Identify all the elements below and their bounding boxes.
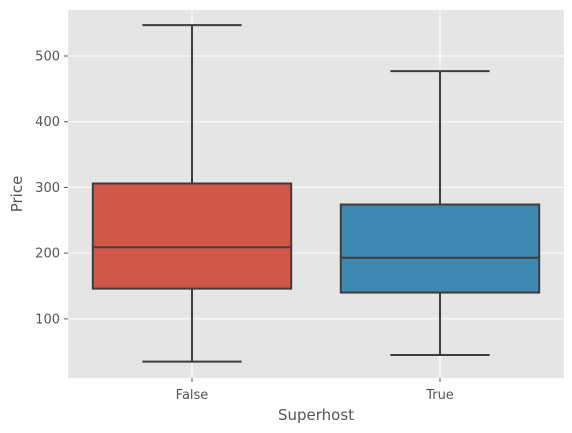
y-axis: 100 200 300 400 500 [35,50,68,327]
iqr-box [91,182,293,290]
box-false [91,24,293,363]
boxes-layer [91,24,541,363]
y-tick-label: 500 [35,50,60,65]
x-tick-label: False [176,388,209,403]
y-tick-label: 300 [35,181,60,196]
y-axis-label: Price [8,176,26,213]
y-tick-label: 400 [35,115,60,130]
x-axis: False True [176,378,454,403]
y-tick-label: 200 [35,247,60,262]
box-true [339,70,541,356]
x-tick-label: True [425,388,454,403]
y-tick-label: 100 [35,312,60,327]
iqr-box [339,203,541,294]
x-axis-label: Superhost [278,406,354,424]
